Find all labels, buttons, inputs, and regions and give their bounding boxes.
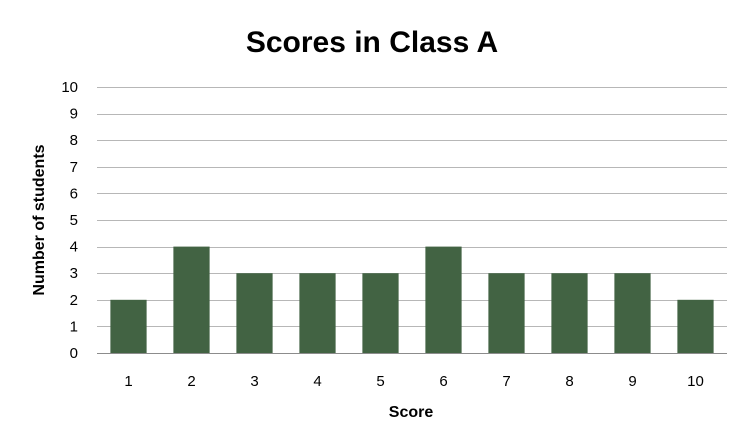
y-tick-label: 3 xyxy=(70,265,78,282)
bar-score-3 xyxy=(236,273,273,353)
y-tick-label: 8 xyxy=(70,132,78,149)
y-tick-label: 0 xyxy=(70,345,78,362)
bar-score-7 xyxy=(488,273,525,353)
x-tick-label: 2 xyxy=(187,373,195,390)
bar-score-9 xyxy=(614,273,651,353)
y-axis-title: Number of students xyxy=(31,144,48,295)
x-tick-label: 1 xyxy=(124,373,132,390)
y-tick-label: 2 xyxy=(70,292,78,309)
bar-score-8 xyxy=(551,273,588,353)
bar-score-5 xyxy=(362,273,399,353)
x-axis-title: Score xyxy=(389,404,434,421)
bar-score-6 xyxy=(425,246,462,353)
bar-score-1 xyxy=(110,299,147,353)
bar-score-10 xyxy=(677,299,714,353)
x-tick-label: 9 xyxy=(628,373,636,390)
x-tick-label: 5 xyxy=(376,373,384,390)
y-tick-label: 1 xyxy=(70,318,78,335)
chart-title: Scores in Class A xyxy=(246,26,498,59)
bars xyxy=(110,246,714,353)
x-tick-label: 4 xyxy=(313,373,321,390)
x-tick-label: 8 xyxy=(565,373,573,390)
x-tick-label: 6 xyxy=(439,373,447,390)
y-tick-label: 4 xyxy=(70,239,78,256)
y-tick-label: 9 xyxy=(70,106,78,123)
y-tick-label: 5 xyxy=(70,212,78,229)
x-tick-label: 7 xyxy=(502,373,510,390)
x-tick-labels: 1 2 3 4 5 6 7 8 9 10 xyxy=(124,373,704,390)
y-tick-label: 7 xyxy=(70,159,78,176)
y-tick-label: 6 xyxy=(70,185,78,202)
y-tick-label: 10 xyxy=(61,79,78,96)
x-tick-label: 3 xyxy=(250,373,258,390)
bar-score-4 xyxy=(299,273,336,353)
x-tick-label: 10 xyxy=(687,373,704,390)
bar-score-2 xyxy=(173,246,210,353)
y-tick-labels: 0 1 2 3 4 5 6 7 8 9 10 xyxy=(61,79,78,362)
